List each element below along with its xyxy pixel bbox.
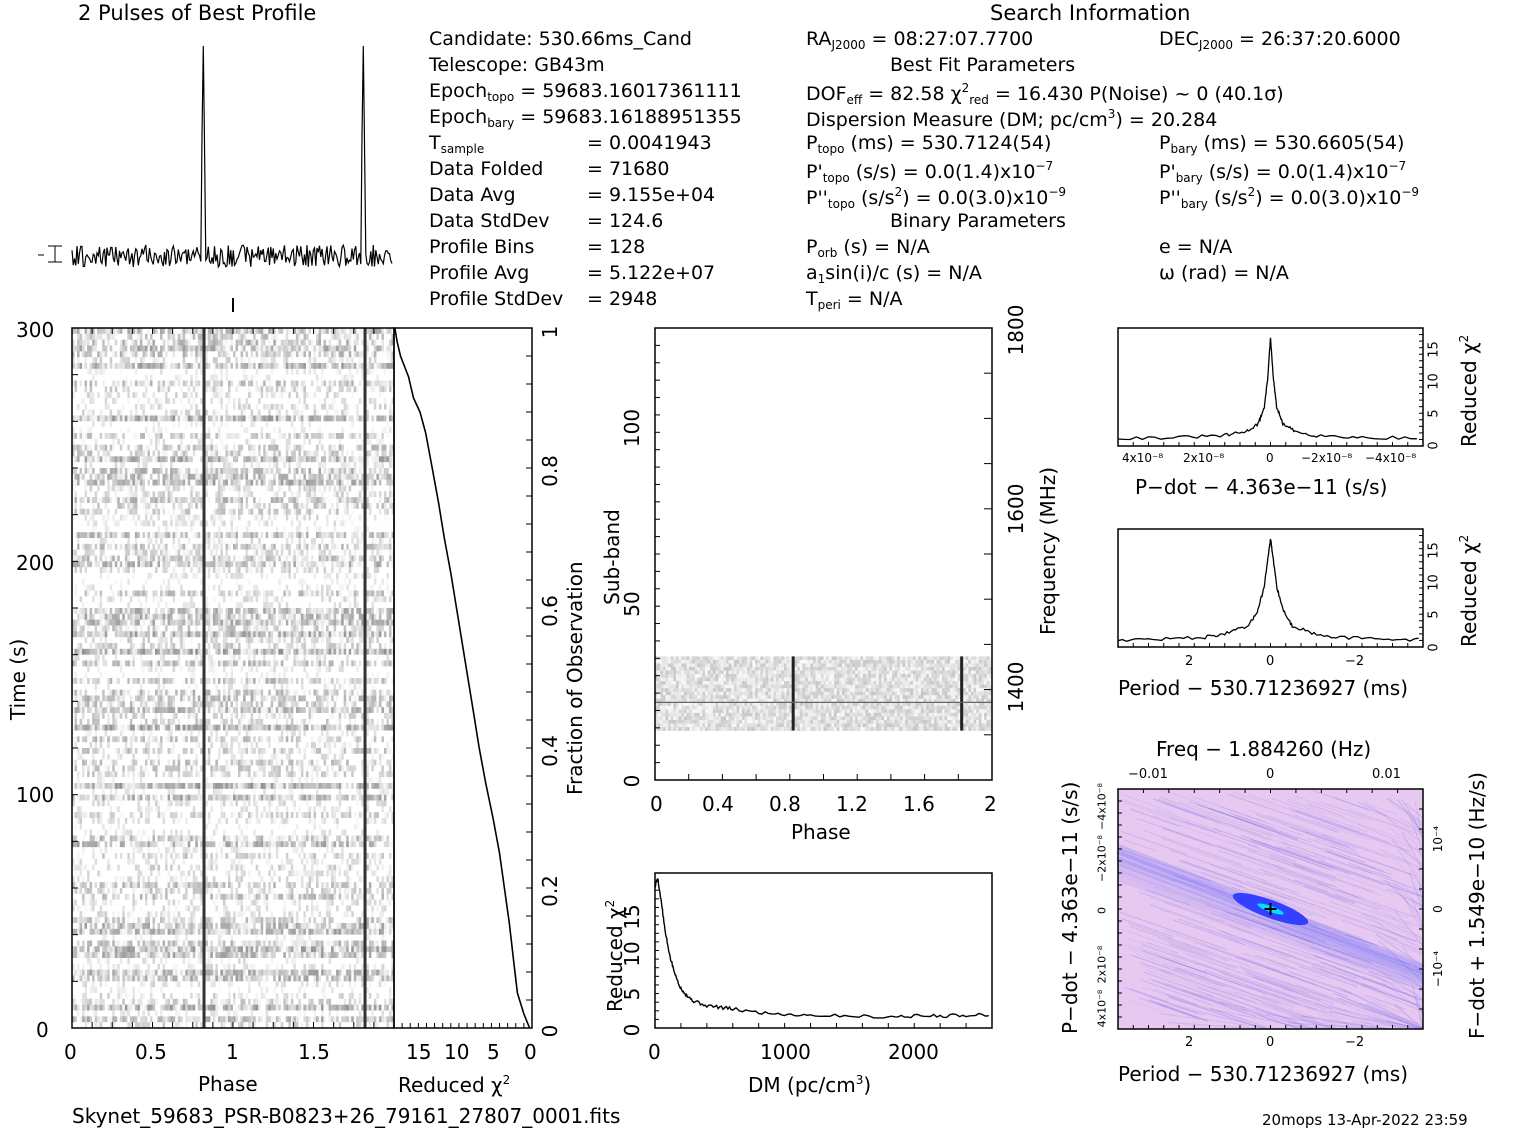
prof-avg-label: Profile Avg — [429, 262, 530, 284]
e-text: e = N/A — [1159, 236, 1233, 258]
pdot-plot-line — [1117, 337, 1417, 441]
time-tick-0: 0 — [36, 1018, 49, 1042]
prof-bins-label: Profile Bins — [429, 236, 535, 258]
pdx-tick-0: 4x10⁻⁸ — [1122, 451, 1164, 465]
pdx-tick-3: −2x10⁻⁸ — [1301, 451, 1353, 465]
subphase-tick-0: 0 — [650, 792, 663, 816]
pulse-stripe-1 — [363, 328, 367, 1028]
pulse-stripe-0 — [202, 328, 206, 1028]
redchi-tick-2: 5 — [487, 1040, 500, 1064]
pdx-tick-4: −4x10⁻⁸ — [1365, 451, 1417, 465]
phase-tick-2: 1 — [226, 1040, 239, 1064]
perx-tick-0: 2 — [1185, 654, 1194, 669]
tperi-text: Tperi = N/A — [806, 288, 903, 312]
subband-heatmap — [655, 656, 993, 731]
tsample-value: = 0.0041943 — [587, 132, 712, 154]
redchi-frac-line — [394, 327, 531, 1029]
data-std-label: Data StdDev — [429, 210, 550, 232]
dm-line — [654, 877, 989, 1019]
data-folded-label: Data Folded — [429, 158, 544, 180]
asini-text: a1sin(i)/c (s) = N/A — [806, 262, 982, 286]
dec-text: DECJ2000 = 26:37:20.6000 — [1159, 28, 1401, 52]
fftop-tick-2: 0.01 — [1372, 767, 1401, 782]
redchi-tick-1: 10 — [444, 1040, 470, 1064]
candidate-text: Candidate: 530.66ms_Cand — [429, 28, 692, 50]
timestamp-footer: 20mops 13-Apr-2022 23:59 — [1262, 1111, 1468, 1129]
omega-text: ω (rad) = N/A — [1159, 262, 1289, 284]
phase-axis-label: Phase — [198, 1072, 258, 1096]
data-avg-value: = 9.155e+04 — [587, 184, 716, 206]
ff-heatmap — [1116, 788, 1425, 1030]
dof-text: DOFeff = 82.58 χ2red = 16.430 P(Noise) ~… — [806, 81, 1284, 107]
period-axis-label: Period − 530.71236927 (ms) — [1118, 676, 1409, 700]
dmx-tick-0: 0 — [648, 1040, 661, 1064]
period-plot-line — [1117, 538, 1419, 642]
ptopo-text: Ptopo (ms) = 530.7124(54) — [806, 132, 1052, 156]
fftop-tick-1: 0 — [1266, 767, 1275, 782]
subphase-tick-5: 2 — [984, 792, 997, 816]
epoch-topo-text: Epochtopo = 59683.16017361111 — [429, 80, 742, 104]
phase-tick-0: 0 — [64, 1040, 77, 1064]
dmx-tick-1: 1000 — [760, 1040, 811, 1064]
profile-line — [71, 45, 393, 269]
fftop-tick-0: −0.01 — [1128, 767, 1168, 782]
period-plot-frame — [1117, 528, 1424, 648]
pdbary-text: P'bary (s/s) = 0.0(1.4)x10−7 — [1159, 159, 1407, 185]
tsample-label: Tsample — [429, 132, 485, 156]
best-fit-title: Best Fit Parameters — [890, 54, 1076, 76]
pddtopo-text: P''topo (s/s2) = 0.0(3.0)x10−9 — [806, 185, 1067, 211]
time-tick-2: 200 — [16, 551, 55, 575]
pdx-tick-1: 2x10⁻⁸ — [1183, 451, 1225, 465]
ffbot-tick-0: 2 — [1185, 1035, 1194, 1050]
pdot-axis-label: P−dot − 4.363e−11 (s/s) — [1135, 475, 1388, 499]
profile-title: 2 Pulses of Best Profile — [78, 1, 317, 25]
data-avg-label: Data Avg — [429, 184, 516, 206]
dm-axis-label: DM (pc/cm3) — [748, 1073, 872, 1097]
data-std-value: = 124.6 — [587, 210, 664, 232]
period2-axis-label: Period − 530.71236927 (ms) — [1118, 1062, 1409, 1086]
subphase-tick-1: 0.4 — [702, 792, 734, 816]
epoch-bary-text: Epochbary = 59683.16188951355 — [429, 106, 742, 130]
subphase-tick-3: 1.2 — [836, 792, 868, 816]
pbary-text: Pbary (ms) = 530.6605(54) — [1159, 132, 1405, 156]
time-tick-3: 300 — [16, 318, 55, 342]
subband-pulse-1 — [960, 656, 964, 731]
subphase-tick-2: 0.8 — [769, 792, 801, 816]
redchi-axis-label: Reduced χ2 — [398, 1073, 511, 1097]
data-folded-value: = 71680 — [587, 158, 670, 180]
filename-footer: Skynet_59683_PSR-B0823+26_79161_27807_00… — [72, 1104, 621, 1128]
prof-std-label: Profile StdDev — [429, 288, 564, 310]
binary-title: Binary Parameters — [890, 210, 1066, 232]
perx-tick-1: 0 — [1266, 654, 1275, 669]
telescope-text: Telescope: GB43m — [429, 54, 605, 76]
ra-text: RAJ2000 = 08:27:07.7700 — [806, 28, 1034, 52]
prof-std-value: = 2948 — [587, 288, 658, 310]
phase-tick-1: 0.5 — [135, 1040, 167, 1064]
freq-axis-label: Freq − 1.884260 (Hz) — [1156, 737, 1372, 761]
subband-pulse-0 — [791, 656, 795, 731]
time-phase-heatmap — [72, 328, 395, 1029]
ffbot-tick-2: −2 — [1345, 1035, 1365, 1050]
pdtopo-text: P'topo (s/s) = 0.0(1.4)x10−7 — [806, 159, 1054, 185]
subband-phase-label: Phase — [791, 820, 851, 844]
ffbot-tick-1: 0 — [1266, 1035, 1275, 1050]
porb-text: Porb (s) = N/A — [806, 236, 930, 260]
prof-bins-value: = 128 — [587, 236, 646, 258]
redchi-frac-frame — [393, 327, 533, 1029]
subphase-tick-4: 1.6 — [903, 792, 935, 816]
dmx-tick-2: 2000 — [888, 1040, 939, 1064]
prof-avg-value: = 5.122e+07 — [587, 262, 716, 284]
time-tick-1: 100 — [16, 783, 55, 807]
dm-text: Dispersion Measure (DM; pc/cm3) = 20.284 — [806, 107, 1218, 131]
phase-tick-3: 1.5 — [298, 1040, 330, 1064]
pddbary-text: P''bary (s/s2) = 0.0(3.0)x10−9 — [1159, 185, 1420, 211]
perx-tick-2: −2 — [1345, 654, 1365, 669]
search-info-title: Search Information — [990, 1, 1191, 25]
redchi-tick-0: 15 — [406, 1040, 432, 1064]
redchi-tick-3: 0 — [524, 1040, 537, 1064]
pdx-tick-2: 0 — [1266, 451, 1274, 465]
